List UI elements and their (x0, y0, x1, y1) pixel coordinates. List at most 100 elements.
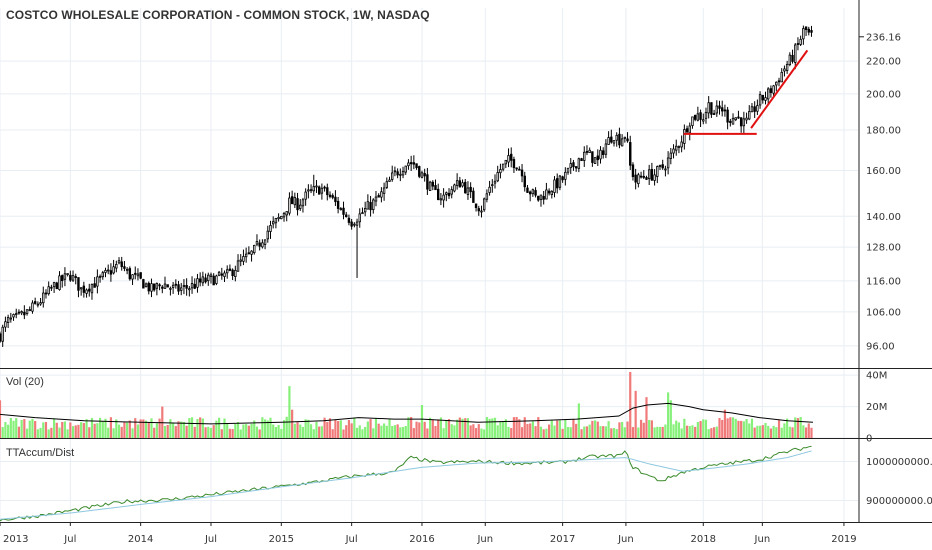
candle-body (666, 157, 670, 169)
candle-body (188, 288, 191, 291)
price-tick-label: 200.00 (866, 89, 901, 100)
volume-bar (420, 405, 424, 438)
volume-bar (318, 426, 321, 438)
volume-bar (44, 421, 48, 438)
candle-body (269, 225, 272, 232)
candle-body (226, 269, 229, 274)
candle-body (639, 175, 643, 178)
candle-body (426, 174, 429, 190)
volume-bar (715, 426, 718, 438)
candle-body (785, 63, 789, 71)
volume-bar (169, 419, 172, 438)
volume-bar (456, 419, 459, 438)
candle-body (436, 188, 440, 201)
volume-bar (777, 420, 781, 438)
volume-bar (28, 420, 31, 438)
volume-bar (1, 427, 4, 438)
candle-body (488, 186, 491, 193)
volume-bar (691, 425, 694, 438)
candle-body (342, 207, 345, 215)
volume-bar (512, 417, 516, 438)
candle-body (372, 199, 375, 210)
volume-bar (71, 426, 75, 438)
candle-body (131, 274, 134, 280)
candle-body (193, 283, 196, 289)
volume-pane[interactable] (0, 372, 814, 438)
volume-bar (504, 419, 507, 438)
volume-bar (185, 425, 188, 438)
candle-body (580, 158, 583, 162)
candle-body (25, 309, 29, 314)
time-tick-label: 2015 (269, 534, 294, 545)
candle-body (326, 187, 329, 196)
candle-body (112, 266, 115, 274)
volume-bar (261, 417, 264, 438)
candle-body (182, 284, 186, 287)
accum-dist-pane[interactable] (0, 445, 812, 522)
candle-body (539, 194, 543, 200)
volume-bar (702, 419, 705, 438)
volume-bar (428, 417, 432, 438)
volume-bar (150, 418, 153, 438)
price-pane[interactable] (0, 25, 813, 347)
volume-tick-label: 20M (866, 402, 887, 413)
volume-pane-label: Vol (20) (6, 376, 44, 388)
candle-body (61, 275, 64, 281)
volume-bar (474, 428, 478, 438)
volume-bar (531, 421, 534, 438)
candle-body (52, 282, 56, 288)
candle-body (155, 283, 159, 289)
volume-bar (491, 418, 494, 438)
candle-body (585, 151, 589, 153)
volume-bar (272, 424, 275, 438)
volume-bar (726, 418, 729, 438)
candle-body (756, 105, 759, 112)
candle-body (704, 111, 708, 119)
price-tick-label: 106.00 (866, 307, 901, 318)
candle-body (139, 272, 142, 279)
volume-bar (418, 422, 421, 438)
volume-bar (36, 429, 39, 438)
candle-body (66, 273, 69, 275)
candle-body (401, 170, 405, 176)
volume-bar (355, 427, 359, 438)
volume-bar (345, 425, 348, 438)
candle-body (347, 217, 351, 223)
volume-bar (621, 421, 624, 438)
candle-body (361, 212, 364, 215)
candle-body (612, 140, 616, 144)
candle-body (377, 195, 380, 198)
candle-body (169, 287, 172, 290)
trend-line (750, 49, 809, 129)
volume-bar (353, 417, 356, 438)
volume-bar (680, 428, 683, 438)
volume-bar (215, 420, 218, 438)
candle-body (583, 151, 586, 161)
volume-tick-label: 40M (866, 371, 887, 382)
candle-body (739, 117, 743, 127)
volume-bar (788, 426, 791, 438)
candle-body (501, 163, 505, 170)
volume-bar (15, 418, 18, 438)
candle-body (274, 217, 278, 224)
candle-body (350, 221, 353, 227)
candle-body (731, 117, 735, 125)
volume-bar (66, 429, 69, 438)
candle-body (409, 162, 413, 165)
volume-bar (153, 427, 156, 438)
candle-body (642, 175, 645, 178)
candle-body (253, 244, 256, 254)
volume-bar (810, 427, 813, 438)
candle-body (123, 266, 126, 269)
volume-bar (147, 422, 150, 438)
volume-bar (90, 417, 94, 438)
volume-bar (388, 419, 391, 438)
candle-body (44, 292, 48, 295)
candle-body (750, 106, 754, 113)
price-tick-label: 180.00 (866, 126, 901, 137)
candle-body (261, 242, 264, 248)
volume-bar (493, 417, 497, 438)
volume-bar (204, 427, 207, 438)
volume-bar (791, 427, 794, 438)
volume-bar (750, 418, 754, 438)
